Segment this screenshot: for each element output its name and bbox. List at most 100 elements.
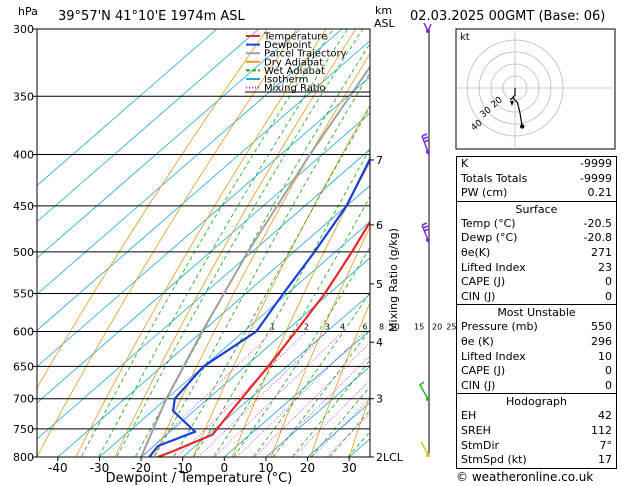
mu-row: CAPE (J) 0 xyxy=(457,364,616,379)
wind-barb-800 xyxy=(420,441,429,455)
hodo-value: 17 xyxy=(598,453,612,467)
parcel-trajectory-line xyxy=(140,65,370,457)
temperature-tick-label: 10 xyxy=(258,461,273,475)
mu-row: θe (K) 296 xyxy=(457,335,616,350)
legend-label: Isotherm xyxy=(264,75,308,86)
wind-profile xyxy=(419,22,432,457)
legend-label: Dry Adiabat xyxy=(264,57,323,68)
surface-label: Dewp (°C) xyxy=(461,231,518,245)
mu-row: CIN (J) 0 xyxy=(457,379,616,394)
wet-adiabat-line xyxy=(116,29,364,457)
mu-label: CAPE (J) xyxy=(461,364,506,378)
dry-adiabat-line xyxy=(37,29,268,389)
wind-dot-400 xyxy=(426,150,430,154)
wet-adiabat-line xyxy=(98,29,348,457)
mu-row: Pressure (mb) 550 xyxy=(457,320,616,335)
legend-label: Wet Adiabat xyxy=(264,66,325,77)
mixing-ratio-label: 6 xyxy=(362,323,367,332)
most-unstable-heading: Most Unstable xyxy=(497,306,576,320)
mixing-ratio-label: 3 xyxy=(325,323,330,332)
hodo-row: StmSpd (kt) 17 xyxy=(457,453,616,468)
temperature-tick-label: -30 xyxy=(90,461,110,475)
index-row-pw: PW (cm) 0.21 xyxy=(457,186,616,201)
isotherm-line xyxy=(37,112,370,404)
dry-adiabat-line xyxy=(623,29,629,457)
isotherm-line xyxy=(37,76,370,368)
index-label: K xyxy=(461,157,469,170)
surface-value: -20.8 xyxy=(583,231,612,245)
mixing-ratio-label: 1 xyxy=(270,323,275,332)
mu-value: 296 xyxy=(591,334,612,348)
pressure-tick-label: 450 xyxy=(13,200,34,213)
index-value: 0.21 xyxy=(587,186,613,200)
index-value: -9999 xyxy=(580,171,612,185)
credit-text: © weatheronline.co.uk xyxy=(456,470,594,484)
dewpoint-line xyxy=(148,156,370,457)
temperature-tick-label: -40 xyxy=(48,461,68,475)
pressure-tick-label: 800 xyxy=(13,451,34,464)
hodograph-end-dot xyxy=(520,124,525,129)
hodo-value: 42 xyxy=(598,409,612,423)
temperature-tick-label: 30 xyxy=(342,461,357,475)
hodograph-trace xyxy=(509,88,523,127)
km-tick-label: 5 xyxy=(376,278,383,291)
pressure-axis: 300 350 400 450 500 550 600 650 700 750 800 xyxy=(13,23,37,464)
wind-barb-700 xyxy=(419,381,429,400)
wet-adiabat-line xyxy=(233,246,370,457)
surface-row: CIN (J) 0 xyxy=(457,290,616,305)
asl-label: ASL xyxy=(374,17,396,30)
km-tick-label: 3 xyxy=(376,393,383,406)
mixing-ratio-line xyxy=(293,379,370,457)
isotherm-line xyxy=(37,40,370,331)
surface-label: Lifted Index xyxy=(461,260,526,274)
surface-label: θe(K) xyxy=(461,245,491,259)
temperature-tick-label: 0 xyxy=(220,461,228,475)
hodo-label: EH xyxy=(461,409,477,423)
pressure-tick-label: 400 xyxy=(13,149,34,162)
isotherm-line xyxy=(140,257,370,457)
hodograph-frame xyxy=(455,28,616,150)
isotherm-line xyxy=(37,29,343,295)
hodograph-heading: Hodograph xyxy=(506,395,567,409)
surface-row: Dewp (°C) -20.8 xyxy=(457,231,616,246)
pressure-tick-label: 300 xyxy=(13,23,34,36)
wet-adiabat-line xyxy=(80,29,334,457)
hodo-value: 7° xyxy=(599,438,613,452)
pressure-tick-label: 600 xyxy=(13,325,34,338)
hodograph-storm-marker xyxy=(510,101,514,106)
temperature-tick-label: -10 xyxy=(173,461,193,475)
isotherm-line xyxy=(37,29,218,187)
surface-row: CAPE (J) 0 xyxy=(457,275,616,290)
surface-heading: Surface xyxy=(515,202,558,216)
km-tick-label: 4 xyxy=(376,336,383,349)
surface-row: Temp (°C) -20.5 xyxy=(457,217,616,232)
profile-lines xyxy=(140,65,370,457)
index-label: Totals Totals xyxy=(461,171,528,185)
hodo-row: EH 42 xyxy=(457,409,616,424)
isotherm-line xyxy=(37,29,259,223)
mixing-ratio-label: 4 xyxy=(340,323,345,332)
surface-value: -20.5 xyxy=(583,216,612,230)
isotherm-line xyxy=(37,29,301,259)
indices-table: K -9999 Totals Totals -9999 PW (cm) 0.21 Su… xyxy=(456,156,617,469)
isotherm-line xyxy=(224,329,370,457)
wet-adiabat-line xyxy=(310,385,370,457)
hpa-label: hPa xyxy=(18,5,38,18)
wet-adiabat-line xyxy=(173,106,370,457)
surface-value: 271 xyxy=(591,245,612,259)
mixing-ratio-label: 20 xyxy=(432,323,442,332)
mixing-ratio-label: 8 xyxy=(379,323,384,332)
km-tick-label: 6 xyxy=(376,219,383,232)
hodograph-kt-label: kt xyxy=(460,32,470,43)
wind-dot-800 xyxy=(426,453,430,457)
mu-label: Lifted Index xyxy=(461,349,526,363)
pressure-tick-label: 700 xyxy=(13,393,34,406)
wet-adiabat-line xyxy=(213,195,370,457)
isotherm-line xyxy=(182,293,370,457)
mu-value: 550 xyxy=(591,320,612,334)
legend-label: Dewpoint xyxy=(264,40,312,51)
isotherm-line xyxy=(37,148,370,440)
surface-label: Temp (°C) xyxy=(461,216,516,230)
isotherm-line xyxy=(57,185,370,457)
